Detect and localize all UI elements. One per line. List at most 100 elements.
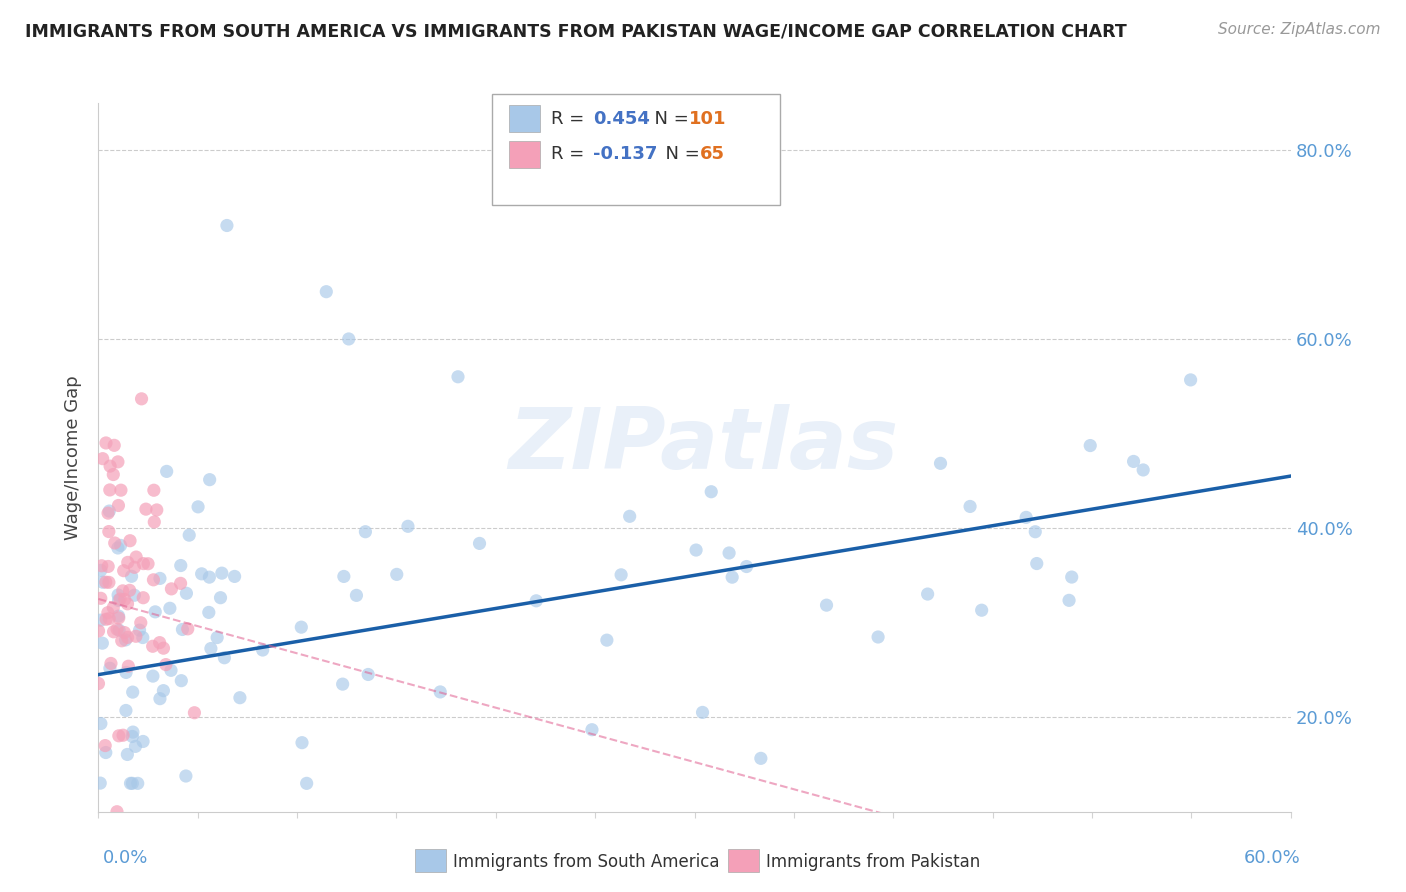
Point [917, 587, 939, 601]
Point [735, 559, 758, 574]
Point [929, 456, 952, 470]
Point [117, 747, 139, 762]
Point [132, 591, 155, 605]
Point [108, 729, 131, 743]
Point [1060, 570, 1083, 584]
Point [152, 641, 174, 656]
Point [90, 563, 112, 577]
Point [129, 615, 152, 630]
Point [128, 623, 150, 637]
Point [1122, 454, 1144, 468]
Point [354, 524, 377, 539]
Point [174, 769, 197, 783]
Point [117, 631, 139, 645]
Point [97, 506, 120, 520]
Point [121, 776, 143, 790]
Point [1057, 593, 1080, 607]
Point [149, 691, 172, 706]
Point [142, 483, 165, 498]
Point [124, 588, 146, 602]
Point [200, 641, 222, 656]
Point [160, 663, 183, 677]
Point [98, 504, 121, 518]
Point [127, 776, 149, 790]
Point [135, 502, 157, 516]
Point [1180, 373, 1202, 387]
Point [136, 557, 159, 571]
Point [142, 573, 165, 587]
Point [131, 392, 153, 406]
Point [187, 500, 209, 514]
Point [172, 623, 194, 637]
Point [205, 631, 228, 645]
Point [721, 570, 744, 584]
Point [159, 601, 181, 615]
Point [121, 730, 143, 744]
Point [170, 558, 193, 573]
Point [1132, 463, 1154, 477]
Point [177, 622, 200, 636]
Point [229, 690, 252, 705]
Point [970, 603, 993, 617]
Point [718, 546, 741, 560]
Point [94, 612, 117, 626]
Point [132, 631, 155, 645]
Point [357, 667, 380, 681]
Point [315, 285, 337, 299]
Text: N =: N = [654, 145, 706, 163]
Point [295, 776, 318, 790]
Point [94, 436, 117, 450]
Point [115, 704, 138, 718]
Point [124, 560, 146, 574]
Point [596, 633, 619, 648]
Point [149, 571, 172, 585]
Point [692, 706, 714, 720]
Point [252, 643, 274, 657]
Y-axis label: Wage/Income Gap: Wage/Income Gap [65, 375, 83, 540]
Point [1024, 524, 1046, 539]
Point [111, 583, 134, 598]
Point [100, 657, 122, 671]
Point [90, 558, 112, 573]
Point [149, 635, 172, 649]
Point [183, 706, 205, 720]
Point [143, 605, 166, 619]
Point [90, 613, 112, 627]
Point [117, 659, 139, 673]
Point [103, 438, 125, 452]
Point [111, 633, 134, 648]
Point [619, 509, 641, 524]
Text: 65: 65 [700, 145, 725, 163]
Point [142, 669, 165, 683]
Point [146, 503, 169, 517]
Point [108, 624, 131, 638]
Point [121, 569, 143, 583]
Point [125, 629, 148, 643]
Point [98, 612, 121, 626]
Point [114, 592, 136, 607]
Point [337, 332, 360, 346]
Point [198, 473, 221, 487]
Point [959, 500, 981, 514]
Text: 0.454: 0.454 [593, 110, 650, 128]
Text: R =: R = [551, 145, 591, 163]
Point [121, 685, 143, 699]
Point [107, 541, 129, 555]
Point [1025, 557, 1047, 571]
Point [105, 622, 128, 636]
Point [89, 776, 111, 790]
Point [91, 575, 114, 590]
Point [103, 600, 125, 615]
Point [160, 582, 183, 596]
Point [90, 716, 112, 731]
Point [581, 723, 603, 737]
Point [176, 586, 198, 600]
Text: 0.0%: 0.0% [103, 849, 148, 867]
Text: Immigrants from Pakistan: Immigrants from Pakistan [766, 853, 980, 871]
Point [198, 570, 221, 584]
Point [143, 515, 166, 529]
Point [117, 555, 139, 569]
Point [118, 533, 141, 548]
Point [468, 536, 491, 550]
Point [190, 566, 212, 581]
